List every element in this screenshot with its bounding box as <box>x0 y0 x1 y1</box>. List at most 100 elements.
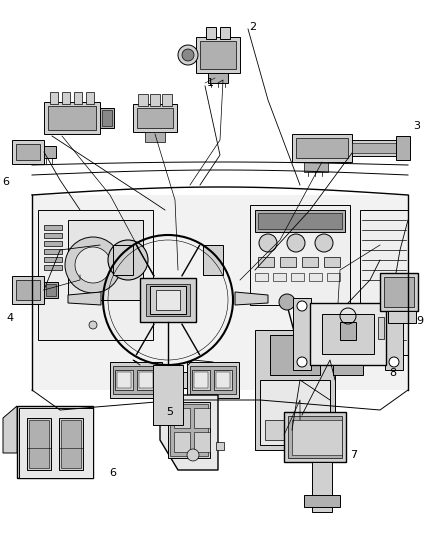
Bar <box>100 108 114 128</box>
Polygon shape <box>3 406 17 453</box>
Bar <box>360 315 408 355</box>
Bar <box>153 365 183 425</box>
Bar <box>162 94 172 106</box>
Bar <box>258 257 274 267</box>
Bar <box>312 462 332 512</box>
Circle shape <box>297 301 307 311</box>
Bar <box>322 314 374 354</box>
Polygon shape <box>235 292 268 305</box>
Text: 3: 3 <box>413 121 420 131</box>
Bar <box>214 370 232 390</box>
Bar <box>44 241 62 246</box>
Bar <box>380 273 418 311</box>
Bar <box>340 322 356 340</box>
Bar <box>216 442 224 450</box>
Bar <box>203 245 223 275</box>
Bar <box>44 102 100 134</box>
Bar <box>352 143 397 153</box>
Bar <box>292 134 352 162</box>
Bar <box>12 140 44 164</box>
Bar <box>304 162 328 172</box>
Bar <box>192 370 210 390</box>
Bar <box>200 41 236 69</box>
Bar <box>74 92 82 104</box>
Text: 2: 2 <box>249 22 257 32</box>
Bar <box>46 284 56 296</box>
Bar <box>208 73 228 83</box>
Bar <box>50 92 58 104</box>
Bar <box>156 290 180 310</box>
Bar <box>291 273 304 281</box>
Bar <box>150 94 160 106</box>
Circle shape <box>389 301 399 311</box>
Bar <box>255 330 335 450</box>
Bar <box>110 362 162 398</box>
Bar <box>16 280 40 300</box>
Bar <box>44 249 62 254</box>
Bar <box>113 245 133 275</box>
Bar <box>44 282 58 298</box>
Text: 6: 6 <box>110 468 117 478</box>
Circle shape <box>65 237 121 293</box>
Bar <box>44 146 56 158</box>
Bar <box>113 366 159 394</box>
Bar <box>385 298 403 370</box>
Bar <box>255 273 268 281</box>
Polygon shape <box>68 292 101 305</box>
Bar <box>280 257 296 267</box>
Bar <box>190 366 236 394</box>
Bar <box>273 273 286 281</box>
Bar <box>117 372 131 388</box>
Bar <box>296 138 348 158</box>
Bar <box>270 335 320 375</box>
Bar <box>265 420 325 440</box>
Bar <box>304 495 340 507</box>
Bar <box>206 27 216 39</box>
Bar <box>137 108 173 128</box>
Bar <box>138 94 148 106</box>
Bar <box>150 286 186 314</box>
Bar <box>19 408 93 478</box>
Bar <box>327 273 340 281</box>
Bar <box>216 372 230 388</box>
Bar <box>284 412 346 462</box>
Bar <box>260 380 330 445</box>
Circle shape <box>75 247 111 283</box>
Bar <box>32 195 408 390</box>
Bar <box>168 402 210 458</box>
Bar <box>145 132 165 142</box>
Bar <box>137 370 155 390</box>
Bar <box>48 106 96 130</box>
Bar <box>44 225 62 230</box>
Bar <box>384 277 414 307</box>
Bar <box>174 408 190 428</box>
Bar <box>396 136 410 160</box>
Text: 6: 6 <box>3 177 10 187</box>
Polygon shape <box>17 406 93 478</box>
Bar <box>352 140 397 156</box>
Circle shape <box>315 234 333 252</box>
Text: 8: 8 <box>389 368 396 378</box>
Bar <box>12 276 44 304</box>
Bar <box>16 144 40 160</box>
Bar <box>196 37 240 73</box>
Bar <box>255 210 345 232</box>
Bar <box>293 298 311 370</box>
Bar <box>133 104 177 132</box>
Bar <box>44 265 62 270</box>
Bar <box>44 233 62 238</box>
Bar <box>324 257 340 267</box>
Bar <box>388 311 416 323</box>
Bar <box>187 362 239 398</box>
Circle shape <box>108 240 148 280</box>
Bar <box>140 278 196 322</box>
Bar <box>302 257 318 267</box>
Bar <box>292 420 342 455</box>
Bar <box>27 418 51 470</box>
Text: 7: 7 <box>350 450 357 460</box>
Bar <box>194 432 210 452</box>
Bar <box>115 370 133 390</box>
Text: 5: 5 <box>166 407 173 417</box>
Bar <box>194 408 210 428</box>
Bar <box>250 205 350 305</box>
